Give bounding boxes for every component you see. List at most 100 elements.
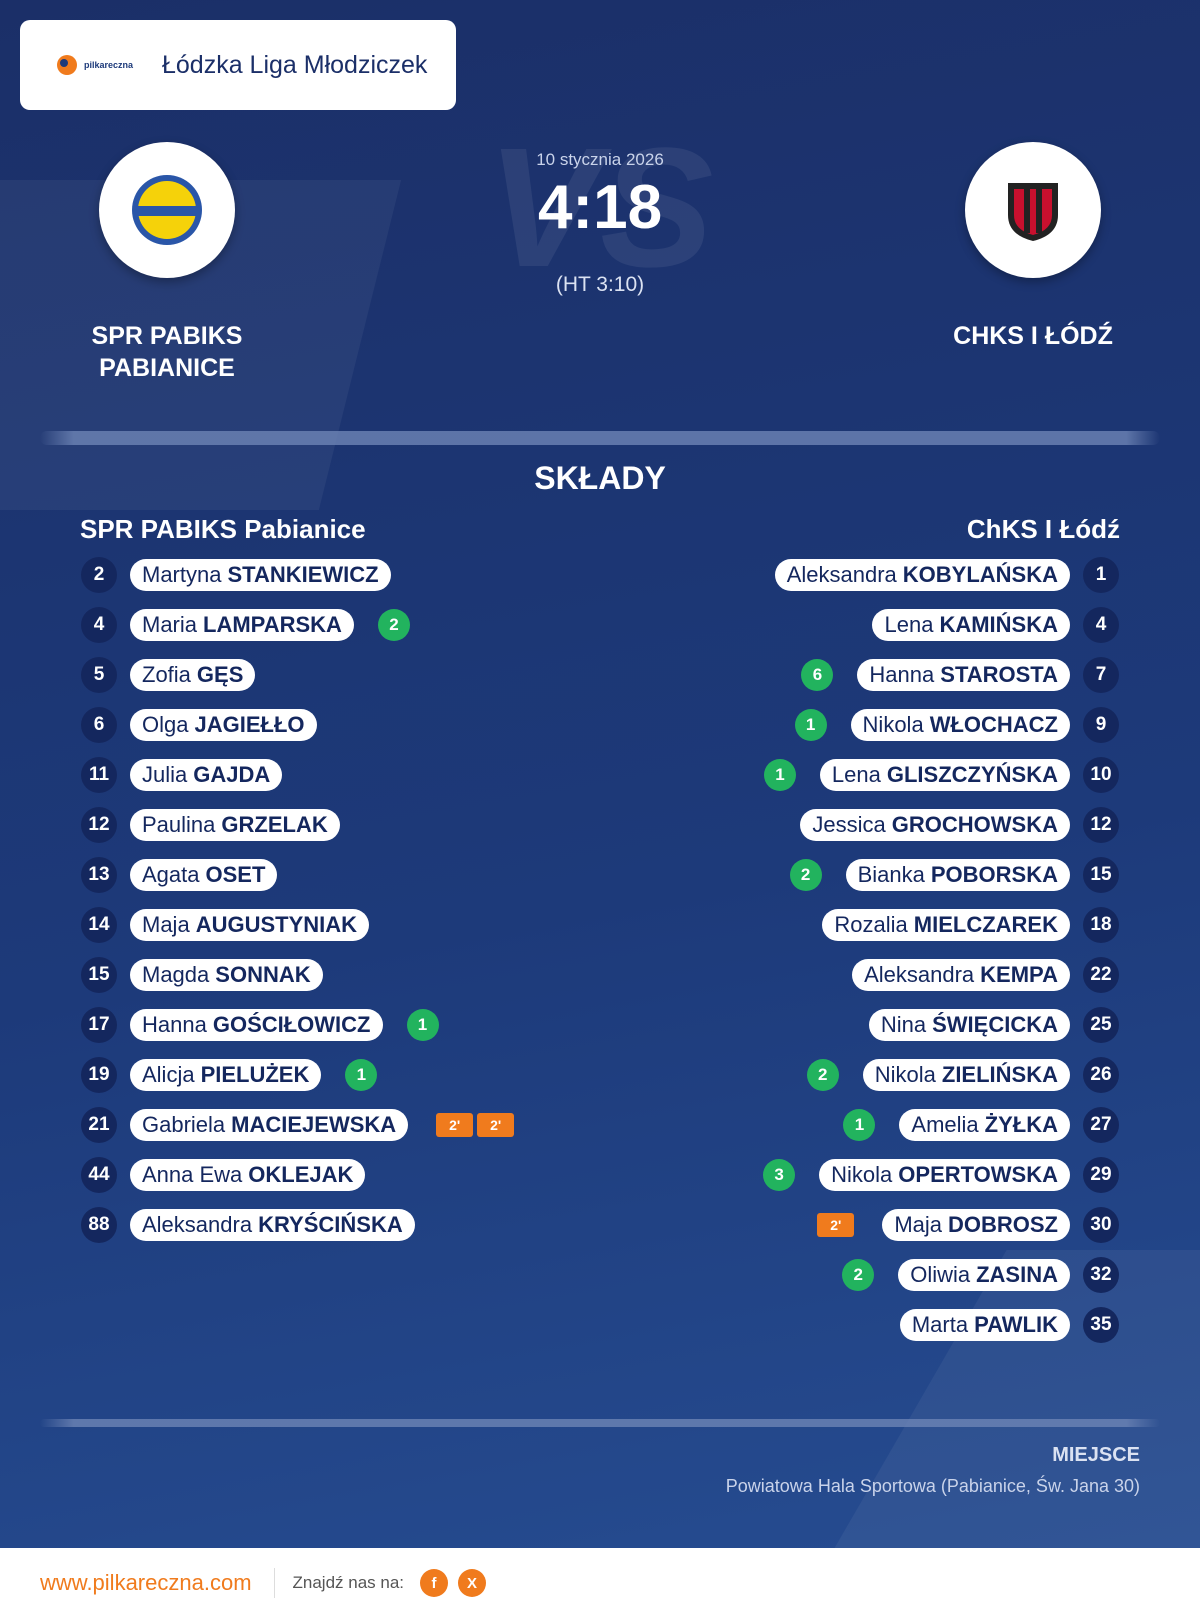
player-number: 11 <box>81 757 117 793</box>
player-name: Nina ŚWIĘCICKA <box>868 1009 1070 1041</box>
last-name: ZIELIŃSKA <box>941 1062 1058 1087</box>
first-name: Jessica <box>812 812 886 837</box>
last-name: WŁOCHACZ <box>929 712 1058 737</box>
player-name: Jessica GROCHOWSKA <box>800 809 1070 841</box>
player-number: 12 <box>1083 807 1119 843</box>
goals: 2 <box>377 609 410 641</box>
home-logo <box>99 142 235 278</box>
first-name: Agata <box>142 862 200 887</box>
last-name: POBORSKA <box>930 862 1058 887</box>
player-name: Nikola OPERTOWSKA <box>819 1159 1070 1191</box>
header-card: pilkareczna Łódzka Liga Młodziczek <box>20 20 456 110</box>
player-row: Jessica GROCHOWSKA 12 <box>800 807 1119 843</box>
x-icon[interactable]: X <box>458 1569 487 1597</box>
halftime: (HT 3:10) <box>555 273 645 296</box>
penalty: 2' <box>436 1113 474 1137</box>
player-name: Julia GAJDA <box>130 759 283 791</box>
separator <box>273 1568 275 1598</box>
away-team: CHKS I ŁÓDŹ <box>953 322 1113 350</box>
player-row: 3 Nikola OPERTOWSKA 29 <box>763 1157 1119 1193</box>
player-row: Nina ŚWIĘCICKA 25 <box>868 1007 1119 1043</box>
player-name: Lena GLISZCZYŃSKA <box>819 759 1070 791</box>
player-name: Agata OSET <box>130 859 278 891</box>
first-name: Maja <box>142 912 190 937</box>
first-name: Anna Ewa <box>142 1162 243 1187</box>
first-name: Paulina <box>142 812 216 837</box>
penalty: 2' <box>477 1113 515 1137</box>
divider <box>40 1419 1160 1427</box>
player-name: Gabriela MACIEJEWSKA <box>130 1109 409 1141</box>
first-name: Marta <box>911 1312 969 1337</box>
away-lineup-name: ChKS I Łódź <box>966 514 1120 544</box>
last-name: GĘS <box>196 662 244 687</box>
home-lineup-name: SPR PABIKS Pabianice <box>80 514 366 544</box>
player-name: Amelia ŻYŁKA <box>899 1109 1070 1141</box>
first-name: Zofia <box>142 662 191 687</box>
last-name: JAGIEŁŁO <box>194 712 305 737</box>
goals: 1 <box>406 1009 439 1041</box>
goals: 2 <box>806 1059 839 1091</box>
goals: 3 <box>763 1159 796 1191</box>
first-name: Nikola <box>862 712 924 737</box>
player-number: 22 <box>1083 957 1119 993</box>
logo-text: pilkareczna <box>84 60 134 70</box>
last-name: PAWLIK <box>974 1312 1058 1337</box>
player-name: Oliwia ZASINA <box>898 1259 1070 1291</box>
first-name: Julia <box>142 762 188 787</box>
player-name: Marta PAWLIK <box>899 1309 1070 1341</box>
find-us: Znajdź nas na: <box>292 1573 405 1592</box>
player-name: Anna Ewa OKLEJAK <box>130 1159 366 1191</box>
first-name: Magda <box>142 962 210 987</box>
player-name: Aleksandra KEMPA <box>852 959 1070 991</box>
player-row: 2 Martyna STANKIEWICZ <box>81 557 391 593</box>
last-name: STAROSTA <box>940 662 1058 687</box>
vs-watermark: VS <box>486 113 714 303</box>
last-name: MACIEJEWSKA <box>231 1112 397 1137</box>
player-name: Bianka POBORSKA <box>845 859 1070 891</box>
last-name: AUGUSTYNIAK <box>195 912 358 937</box>
player-row: 14 Maja AUGUSTYNIAK <box>81 907 370 943</box>
player-number: 6 <box>81 707 117 743</box>
player-number: 19 <box>81 1057 117 1093</box>
player-row: 21 Gabriela MACIEJEWSKA 2' 2' <box>81 1107 515 1143</box>
player-number: 18 <box>1083 907 1119 943</box>
site-link[interactable]: www.pilkareczna.com <box>40 1570 252 1595</box>
player-number: 15 <box>1083 857 1119 893</box>
first-name: Nikola <box>831 1162 893 1187</box>
player-row: 1 Nikola WŁOCHACZ 9 <box>794 707 1119 743</box>
score: 4:18 <box>537 173 663 242</box>
site-logo <box>57 55 77 75</box>
last-name: KOBYLAŃSKA <box>902 562 1058 587</box>
player-row: 13 Agata OSET <box>81 857 278 893</box>
player-name: Martyna STANKIEWICZ <box>130 559 391 591</box>
first-name: Amelia <box>911 1112 979 1137</box>
lineups-title: SKŁADY <box>534 460 666 496</box>
league: Łódzka Liga Młodziczek <box>162 50 428 79</box>
player-row: 6 Olga JAGIEŁŁO <box>81 707 317 743</box>
player-name: Nikola ZIELIŃSKA <box>862 1059 1070 1091</box>
penalty: 2' <box>817 1213 855 1237</box>
first-name: Nina <box>880 1012 927 1037</box>
player-number: 9 <box>1083 707 1119 743</box>
player-name: Zofia GĘS <box>130 659 256 691</box>
player-number: 44 <box>81 1157 117 1193</box>
last-name: GLISZCZYŃSKA <box>886 762 1058 787</box>
player-row: 2 Oliwia ZASINA 32 <box>842 1257 1119 1293</box>
last-name: GROCHOWSKA <box>891 812 1058 837</box>
first-name: Maria <box>142 612 198 637</box>
last-name: KRYŚCIŃSKA <box>258 1212 403 1237</box>
facebook-icon[interactable]: f <box>420 1569 449 1597</box>
first-name: Gabriela <box>142 1112 226 1137</box>
player-number: 88 <box>81 1207 117 1243</box>
player-name: Hanna GOŚCIŁOWICZ <box>130 1009 383 1041</box>
home-team: SPR PABIKS PABIANICE <box>91 322 243 382</box>
player-name: Hanna STAROSTA <box>857 659 1070 691</box>
last-name: GRZELAK <box>221 812 328 837</box>
date: 10 stycznia 2026 <box>536 150 664 169</box>
first-name: Aleksandra <box>786 562 897 587</box>
goals: 1 <box>763 759 796 791</box>
last-name: GAJDA <box>193 762 271 787</box>
player-row: Aleksandra KEMPA 22 <box>852 957 1119 993</box>
last-name: KAMIŃSKA <box>939 612 1058 637</box>
